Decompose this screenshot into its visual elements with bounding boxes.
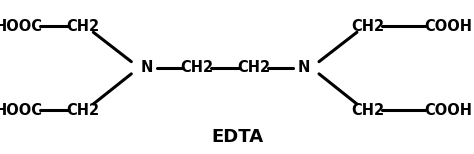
Text: HOOC: HOOC xyxy=(0,19,43,34)
Text: CH2: CH2 xyxy=(351,103,384,118)
Text: EDTA: EDTA xyxy=(211,128,263,146)
Text: COOH: COOH xyxy=(424,19,472,34)
Text: CH2: CH2 xyxy=(66,103,100,118)
Text: HOOC: HOOC xyxy=(0,103,43,118)
Text: CH2: CH2 xyxy=(180,60,213,75)
Text: CH2: CH2 xyxy=(351,19,384,34)
Text: COOH: COOH xyxy=(424,103,472,118)
Text: N: N xyxy=(297,60,310,75)
Text: CH2: CH2 xyxy=(66,19,100,34)
Text: CH2: CH2 xyxy=(237,60,270,75)
Text: N: N xyxy=(141,60,153,75)
